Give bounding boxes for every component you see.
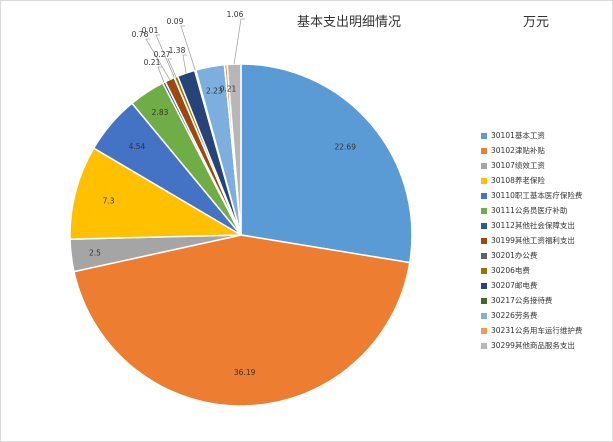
pie-data-label: 0.21 — [144, 58, 161, 67]
legend-item: 30299其他商品服务支出 — [481, 338, 582, 353]
leader-line — [155, 34, 175, 78]
legend-item: 30217公务接待费 — [481, 293, 582, 308]
legend-swatch — [481, 282, 487, 289]
leader-line — [145, 38, 171, 80]
pie-data-label: 0.09 — [167, 17, 184, 26]
legend-swatch — [481, 327, 487, 334]
legend: 30101基本工资 30102津贴补贴 30107绩效工资 30108养老保险 3011… — [481, 128, 582, 353]
legend-label: 30201办公费 — [491, 251, 538, 260]
legend-swatch — [481, 162, 487, 169]
legend-label: 30107绩效工资 — [491, 161, 545, 170]
leader-line — [233, 18, 245, 65]
legend-item: 30101基本工资 — [481, 128, 582, 143]
pie-data-label: 0.21 — [220, 85, 237, 94]
pie-data-label: 0.01 — [142, 26, 159, 35]
pie-data-label: 1.06 — [227, 10, 244, 19]
pie-data-label: 4.54 — [129, 142, 146, 151]
pie-slice — [69, 147, 244, 240]
legend-label: 30110职工基本医疗保险费 — [491, 191, 583, 200]
legend-swatch — [481, 312, 487, 319]
legend-label: 30102津贴补贴 — [491, 146, 545, 155]
legend-item: 30107绩效工资 — [481, 158, 582, 173]
pie-data-label: 22.69 — [335, 142, 357, 151]
legend-label: 30199其他工资福利支出 — [491, 236, 575, 245]
legend-item: 30108养老保险 — [481, 173, 582, 188]
legend-item: 30110职工基本医疗保险费 — [481, 188, 582, 203]
pie-slice — [240, 63, 413, 264]
legend-swatch — [481, 252, 487, 259]
legend-label: 30111公务员医疗补助 — [491, 206, 568, 215]
legend-label: 30206电费 — [491, 266, 530, 275]
legend-item: 30226劳务费 — [481, 308, 582, 323]
legend-item: 30207邮电费 — [481, 278, 582, 293]
legend-label: 30101基本工资 — [491, 131, 545, 140]
legend-label: 30226劳务费 — [491, 311, 538, 320]
legend-label: 30217公务接待费 — [491, 296, 553, 305]
legend-label: 30299其他商品服务支出 — [491, 341, 575, 350]
leader-line — [167, 58, 177, 77]
leader-line — [182, 54, 187, 74]
pie-data-label: 2.23 — [206, 86, 223, 95]
leader-line — [157, 66, 165, 83]
legend-swatch — [481, 192, 487, 199]
pie-data-label: 7.3 — [103, 197, 115, 206]
pie-slice — [73, 234, 411, 407]
legend-item: 30102津贴补贴 — [481, 143, 582, 158]
legend-swatch — [481, 177, 487, 184]
legend-swatch — [481, 267, 487, 274]
legend-label: 30108养老保险 — [491, 176, 545, 185]
pie-data-label: 0.76 — [132, 30, 149, 39]
legend-item: 30231公务用车运行维护费 — [481, 323, 582, 338]
legend-item: 30201办公费 — [481, 248, 582, 263]
pie-data-label: 2.83 — [152, 108, 169, 117]
legend-swatch — [481, 297, 487, 304]
legend-item: 30199其他工资福利支出 — [481, 233, 582, 248]
pie-data-label: 36.19 — [234, 368, 256, 377]
chart-unit: 万元 — [523, 15, 550, 30]
chart-title: 基本支出明细情况 — [297, 15, 402, 30]
pie-data-label: 1.38 — [169, 46, 186, 55]
legend-label: 30112其他社会保障支出 — [491, 221, 575, 230]
legend-swatch — [481, 342, 487, 349]
legend-label: 30207邮电费 — [491, 281, 538, 290]
leader-line — [180, 25, 196, 71]
legend-swatch — [481, 132, 487, 139]
legend-label: 30231公务用车运行维护费 — [491, 326, 583, 335]
legend-swatch — [481, 237, 487, 244]
legend-swatch — [481, 147, 487, 154]
pie-data-label: 2.5 — [89, 249, 101, 258]
pie-slice — [226, 63, 242, 236]
pie-data-label: 0.27 — [154, 50, 171, 59]
legend-swatch — [481, 207, 487, 214]
legend-item: 30111公务员医疗补助 — [481, 203, 582, 218]
legend-item: 30206电费 — [481, 263, 582, 278]
legend-item: 30112其他社会保障支出 — [481, 218, 582, 233]
legend-swatch — [481, 222, 487, 229]
